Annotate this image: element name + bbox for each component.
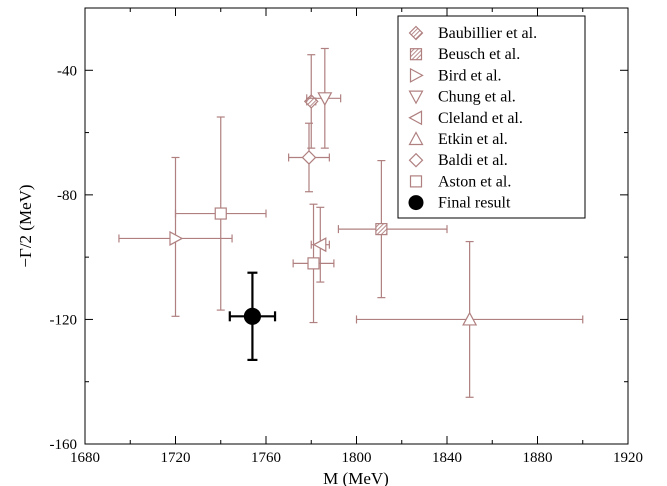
x-axis-label: M (MeV) <box>323 469 389 486</box>
legend-marker <box>411 176 422 187</box>
legend-label: Bird et al. <box>438 67 502 84</box>
x-tick-label: 1720 <box>161 450 191 466</box>
legend-label: Etkin et al. <box>438 131 508 148</box>
legend-marker <box>411 49 422 60</box>
x-tick-label: 1800 <box>342 450 372 466</box>
y-tick-label: -120 <box>50 312 78 328</box>
legend-marker <box>409 195 424 210</box>
x-tick-label: 1840 <box>432 450 462 466</box>
point-marker <box>244 308 260 324</box>
legend-label: Chung et al. <box>438 89 516 106</box>
data-point <box>230 273 275 360</box>
legend-label: Cleland et al. <box>438 110 523 127</box>
point-marker <box>308 258 319 269</box>
point-marker <box>215 208 226 219</box>
data-point <box>119 157 232 316</box>
legend-label: Baldi et al. <box>438 152 508 169</box>
legend-label: Final result <box>438 195 511 212</box>
legend: Baubillier et al. Beusch et al. Bird et al… <box>398 16 585 218</box>
legend-label: Baubillier et al. <box>438 25 537 42</box>
data-point <box>357 242 583 398</box>
x-tick-label: 1920 <box>613 450 643 466</box>
y-tick-label: -80 <box>57 188 77 204</box>
data-point <box>293 204 334 322</box>
y-tick-label: -40 <box>57 63 77 79</box>
x-tick-label: 1760 <box>251 450 281 466</box>
legend-label: Aston et al. <box>438 173 511 190</box>
point-marker <box>302 151 315 164</box>
point-marker <box>376 224 387 235</box>
legend-label: Beusch et al. <box>438 46 520 63</box>
data-point <box>289 123 330 192</box>
y-tick-label: -160 <box>50 437 78 453</box>
x-tick-label: 1880 <box>523 450 553 466</box>
y-axis-label: −Γ/2 (MeV) <box>16 184 35 267</box>
